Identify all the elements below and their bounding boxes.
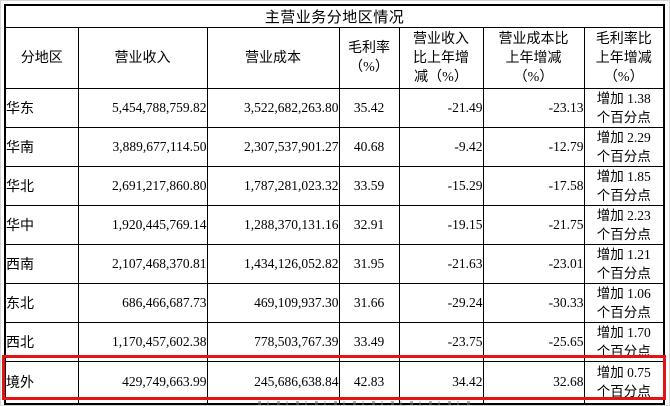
- revenue-yoy-cell: -19.15: [398, 205, 484, 245]
- revenue-cell: 5,454,788,759.82: [77, 88, 208, 128]
- gross-margin-cell: 32.91: [338, 205, 400, 245]
- gross-margin-cell: 42.83: [338, 361, 400, 404]
- gross-margin-cell: 35.42: [338, 88, 400, 128]
- margin-yoy-cell: 增加 0.75 个百分点: [583, 361, 665, 404]
- region-cell: 华南: [4, 127, 79, 167]
- region-business-table: 主营业务分地区情况 分地区 营业收入 营业成本 毛利率 （%） 营业收入 比上年…: [4, 4, 665, 405]
- revenue-yoy-cell: -29.24: [398, 283, 484, 323]
- margin-yoy-cell: 增加 1.38 个百分点: [583, 88, 665, 128]
- cost-yoy-cell: -21.75: [482, 205, 585, 245]
- table-title: 主营业务分地区情况: [4, 4, 665, 28]
- cost-yoy-cell: -30.33: [482, 283, 585, 323]
- region-cell: 西北: [4, 322, 79, 362]
- cost-cell: 469,109,937.30: [206, 283, 340, 323]
- table-row: 西北 1,170,457,602.38 778,503,767.39 33.49 -23…: [4, 322, 665, 362]
- cost-yoy-cell: -17.58: [482, 166, 585, 206]
- cost-cell: 1,434,126,052.82: [206, 244, 340, 284]
- cost-cell: 1,787,281,023.32: [206, 166, 340, 206]
- cost-yoy-cell: -12.79: [482, 127, 585, 167]
- margin-yoy-cell: 增加 1.70 个百分点: [583, 322, 665, 362]
- cost-yoy-cell: -23.01: [482, 244, 585, 284]
- table-title-row: 主营业务分地区情况: [4, 4, 665, 28]
- revenue-yoy-cell: -15.29: [398, 166, 484, 206]
- cost-cell: 2,307,537,901.27: [206, 127, 340, 167]
- header-cost-yoy: 营业成本比 上年增减 （%）: [482, 27, 585, 89]
- table-row: 东北 686,466,687.73 469,109,937.30 31.66 -29.2…: [4, 283, 665, 323]
- header-revenue: 营业收入: [77, 27, 208, 89]
- region-cell: 华中: [4, 205, 79, 245]
- gross-margin-cell: 40.68: [338, 127, 400, 167]
- header-gross-margin: 毛利率 （%）: [338, 27, 400, 89]
- cost-cell: 1,288,370,131.16: [206, 205, 340, 245]
- revenue-cell: 1,920,445,769.14: [77, 205, 208, 245]
- revenue-yoy-cell: -9.42: [398, 127, 484, 167]
- revenue-yoy-cell: -23.75: [398, 322, 484, 362]
- table-row-highlighted: 境外 429,749,663.99 245,686,638.84 42.83 34.42…: [4, 361, 665, 404]
- margin-yoy-cell: 增加 2.29 个百分点: [583, 127, 665, 167]
- revenue-cell: 1,170,457,602.38: [77, 322, 208, 362]
- table-row: 西南 2,107,468,370.81 1,434,126,052.82 31.95-…: [4, 244, 665, 284]
- header-cost: 营业成本: [206, 27, 340, 89]
- header-revenue-yoy: 营业收入 比上年增 减（%）: [398, 27, 484, 89]
- table-row: 华东 5,454,788,759.82 3,522,682,263.80 35.42-…: [4, 88, 665, 128]
- gross-margin-cell: 33.49: [338, 322, 400, 362]
- header-region: 分地区: [4, 27, 79, 89]
- revenue-yoy-cell: 34.42: [398, 361, 484, 404]
- cost-cell: 245,686,638.84: [206, 361, 340, 404]
- clipped-next-section-text: [258, 401, 476, 405]
- table-row: 华中 1,920,445,769.14 1,288,370,131.16 32.91-…: [4, 205, 665, 245]
- revenue-yoy-cell: -21.49: [398, 88, 484, 128]
- table-body: 华东 5,454,788,759.82 3,522,682,263.80 35.42-…: [4, 88, 665, 404]
- region-cell: 华东: [4, 88, 79, 128]
- revenue-cell: 686,466,687.73: [77, 283, 208, 323]
- margin-yoy-cell: 增加 1.06 个百分点: [583, 283, 665, 323]
- region-cell: 境外: [4, 361, 79, 404]
- header-margin-yoy: 毛利率比 上年增减 （%）: [583, 27, 665, 89]
- gross-margin-cell: 31.95: [338, 244, 400, 284]
- revenue-cell: 429,749,663.99: [77, 361, 208, 404]
- table-row: 华北 2,691,217,860.80 1,787,281,023.32 33.59-…: [4, 166, 665, 206]
- gross-margin-cell: 31.66: [338, 283, 400, 323]
- margin-yoy-cell: 增加 1.21 个百分点: [583, 244, 665, 284]
- table-row: 华南 3,889,677,114.50 2,307,537,901.27 40.68-…: [4, 127, 665, 167]
- cost-yoy-cell: -25.65: [482, 322, 585, 362]
- table-header-row: 分地区 营业收入 营业成本 毛利率 （%） 营业收入 比上年增 减（%） 营业成…: [4, 27, 665, 89]
- revenue-cell: 2,107,468,370.81: [77, 244, 208, 284]
- revenue-cell: 2,691,217,860.80: [77, 166, 208, 206]
- revenue-cell: 3,889,677,114.50: [77, 127, 208, 167]
- margin-yoy-cell: 增加 1.85 个百分点: [583, 166, 665, 206]
- region-cell: 东北: [4, 283, 79, 323]
- margin-yoy-cell: 增加 2.23 个百分点: [583, 205, 665, 245]
- gross-margin-cell: 33.59: [338, 166, 400, 206]
- region-cell: 西南: [4, 244, 79, 284]
- cost-yoy-cell: 32.68: [482, 361, 585, 404]
- revenue-yoy-cell: -21.63: [398, 244, 484, 284]
- cost-cell: 3,522,682,263.80: [206, 88, 340, 128]
- cost-cell: 778,503,767.39: [206, 322, 340, 362]
- region-cell: 华北: [4, 166, 79, 206]
- cost-yoy-cell: -23.13: [482, 88, 585, 128]
